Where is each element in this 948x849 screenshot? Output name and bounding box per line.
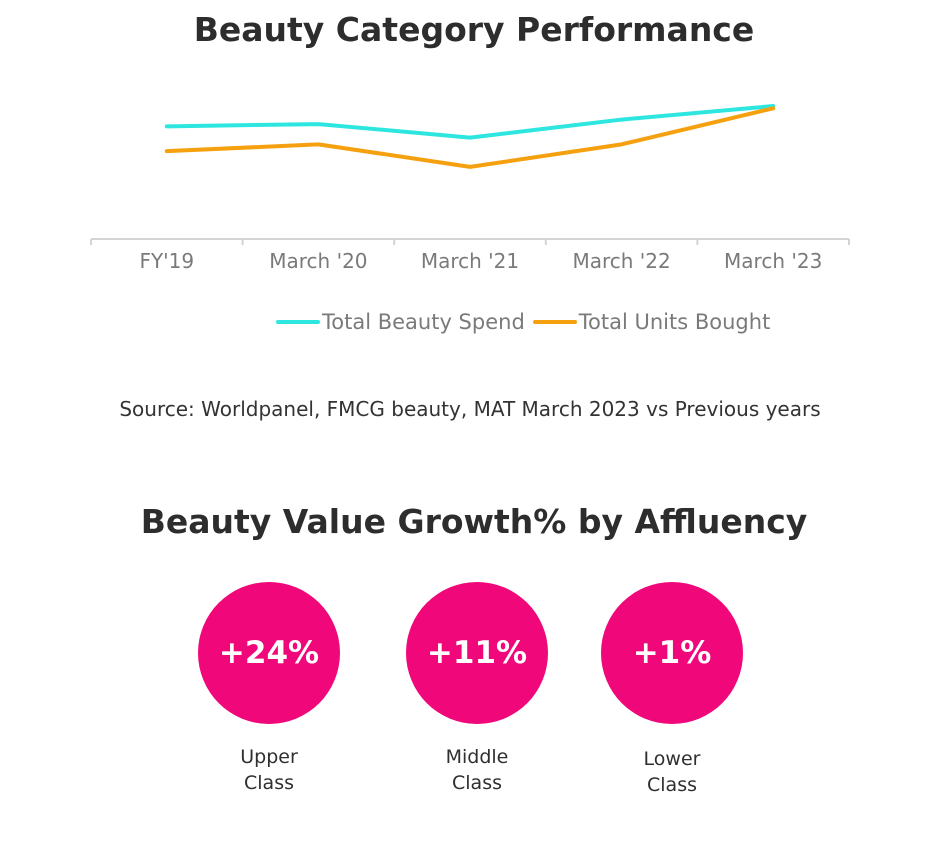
growth-label-upper-line1: Upper	[240, 746, 298, 768]
growth-circle-lower: +1%	[601, 582, 743, 724]
growth-label-middle: Middle Class	[397, 744, 557, 796]
growth-label-lower-line2: Class	[647, 774, 697, 796]
growth-item-upper: +24% Upper Class	[189, 582, 349, 796]
chart-title: Beauty Category Performance	[193, 10, 755, 49]
growth-circles: +24% Upper Class +11% Middle Class +1% L…	[0, 582, 948, 842]
series-line-units	[164, 106, 776, 169]
x-tick-label: March '20	[269, 249, 367, 273]
legend-item-units: Total Units Bought	[532, 310, 771, 334]
legend-swatch-spend	[276, 320, 320, 324]
growth-label-lower-line1: Lower	[643, 748, 701, 770]
growth-label-middle-line1: Middle	[445, 746, 509, 768]
growth-circle-middle: +11%	[406, 582, 548, 724]
growth-label-upper: Upper Class	[189, 744, 349, 796]
x-tick-label: March '22	[572, 249, 670, 273]
line-chart: FY'19 March '20 March '21 March '22 March '2…	[90, 104, 850, 273]
source-note: Source: Worldpanel, FMCG beauty, MAT Mar…	[119, 397, 821, 421]
growth-circle-upper: +24%	[198, 582, 340, 724]
series-line-spend	[164, 104, 776, 140]
legend-label-units: Total Units Bought	[578, 310, 771, 334]
growth-item-lower: +1% Lower Class	[592, 582, 752, 798]
growth-label-lower: Lower Class	[592, 746, 752, 798]
x-tick-label: March '23	[724, 249, 822, 273]
x-axis	[90, 238, 850, 245]
series-lines	[164, 104, 776, 169]
legend-label-spend: Total Beauty Spend	[322, 310, 525, 334]
chart-legend: Total Beauty Spend Total Units Bought	[276, 310, 778, 334]
x-tick-label: FY'19	[139, 249, 194, 273]
growth-item-middle: +11% Middle Class	[397, 582, 557, 796]
x-tick-label: March '21	[421, 249, 519, 273]
growth-title: Beauty Value Growth% by Affluency	[140, 502, 808, 541]
legend-item-spend: Total Beauty Spend	[276, 310, 525, 334]
growth-label-upper-line2: Class	[244, 772, 294, 794]
legend-swatch-units	[532, 320, 577, 324]
growth-label-middle-line2: Class	[452, 772, 502, 794]
x-tick-labels: FY'19 March '20 March '21 March '22 March '2…	[139, 249, 822, 273]
